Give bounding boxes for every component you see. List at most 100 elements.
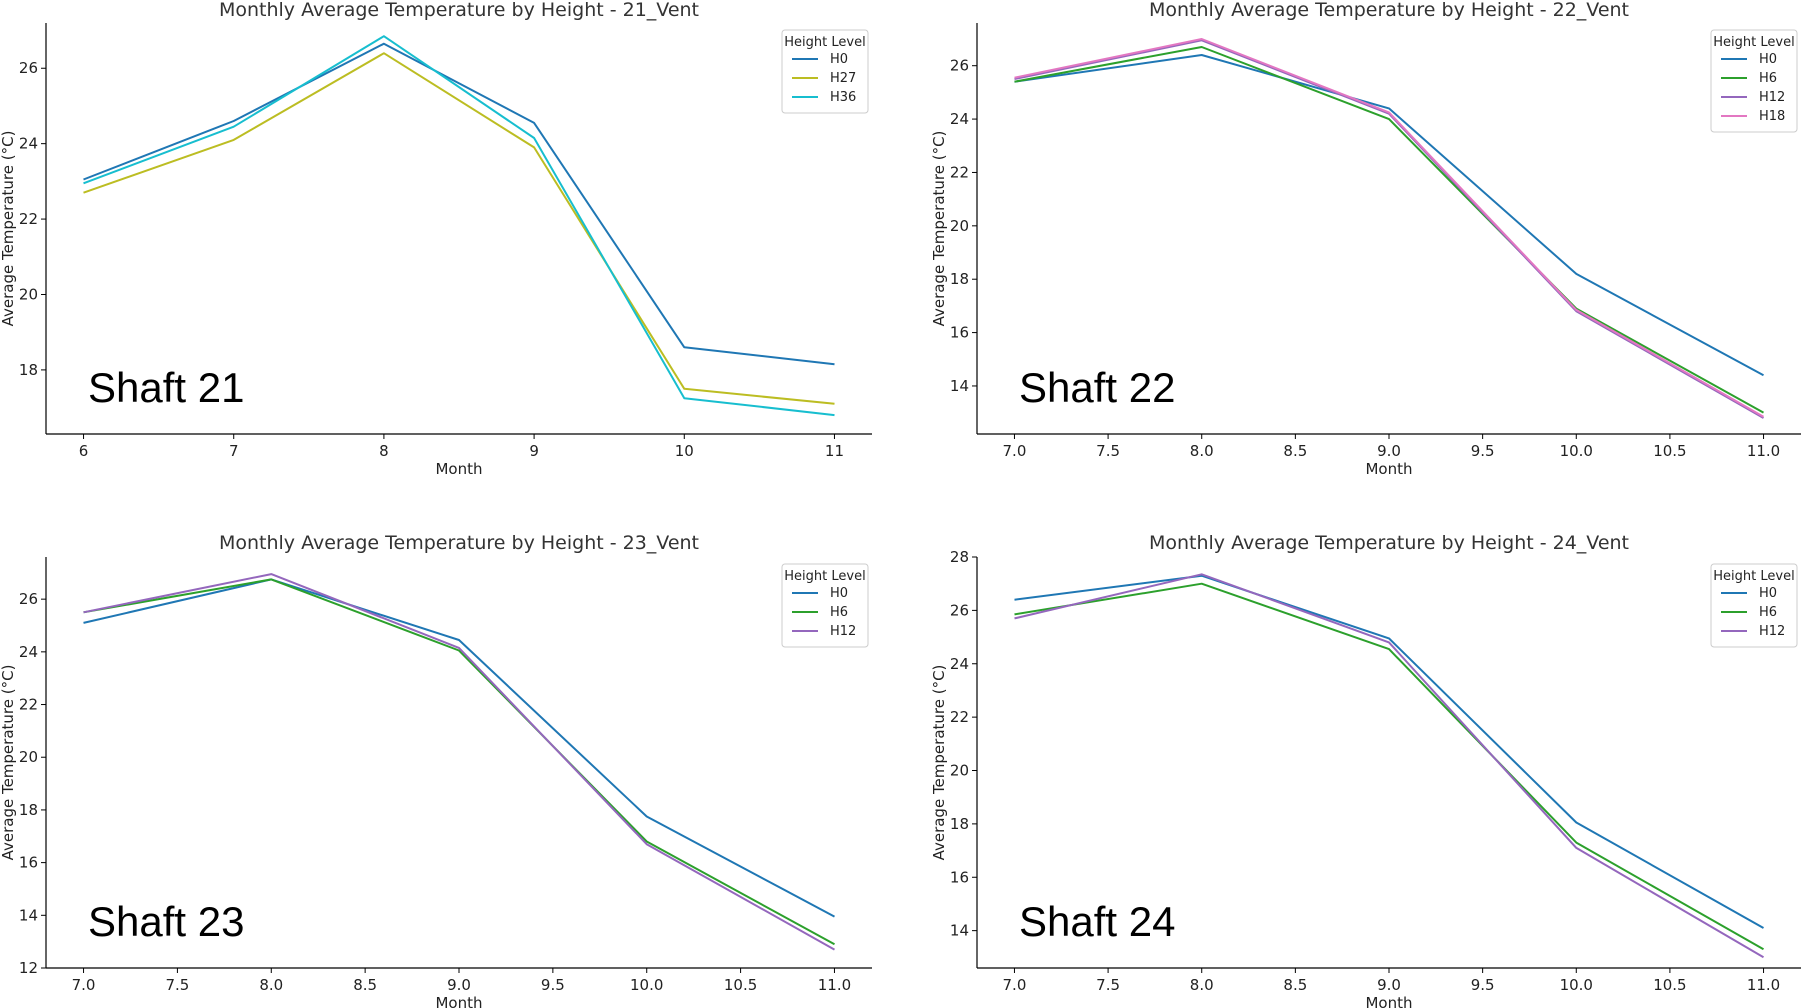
x-tick-label: 9 <box>529 442 539 460</box>
chart-title: Monthly Average Temperature by Height - … <box>1149 0 1629 21</box>
x-tick-label: 10.0 <box>1560 976 1593 994</box>
y-axis-label: Average Temperature (°C) <box>0 665 17 861</box>
y-tick-label: 24 <box>19 135 38 153</box>
y-tick-label: 24 <box>19 643 38 661</box>
x-tick-label: 11 <box>825 442 844 460</box>
x-tick-label: 8.5 <box>1283 976 1307 994</box>
series-line-h36 <box>83 35 835 417</box>
legend-title: Height Level <box>1713 569 1794 584</box>
y-tick-label: 22 <box>950 163 969 181</box>
x-tick-label: 10 <box>675 442 694 460</box>
series-line-h6 <box>83 578 835 946</box>
x-tick-label: 7.0 <box>72 976 96 994</box>
y-tick-label: 18 <box>19 801 38 819</box>
y-tick-label: 24 <box>950 110 969 128</box>
series-line-h0 <box>83 42 835 366</box>
y-tick-label: 12 <box>19 959 38 977</box>
legend-title: Height Level <box>1713 35 1794 50</box>
legend-entry-h12: H12 <box>830 624 856 639</box>
x-tick-label: 6 <box>79 442 89 460</box>
x-tick-label: 7.0 <box>1003 976 1027 994</box>
y-tick-label: 20 <box>19 285 38 303</box>
x-axis-label: Month <box>1365 460 1412 478</box>
y-tick-label: 18 <box>19 361 38 379</box>
series-line-h6 <box>1014 582 1764 951</box>
x-tick-label: 8.5 <box>353 976 377 994</box>
series-line-h18 <box>1014 38 1764 418</box>
x-tick-label: 8.0 <box>1190 442 1214 460</box>
y-tick-label: 26 <box>19 590 38 608</box>
x-tick-label: 9.5 <box>1471 976 1495 994</box>
x-tick-label: 9.0 <box>447 976 471 994</box>
legend-entry-h0: H0 <box>830 586 848 601</box>
legend-entry-h12: H12 <box>1759 624 1785 639</box>
x-tick-label: 7.5 <box>165 976 189 994</box>
y-tick-label: 26 <box>19 59 38 77</box>
legend-title: Height Level <box>784 35 865 50</box>
chart-title: Monthly Average Temperature by Height - … <box>219 532 699 554</box>
legend-box <box>781 29 869 114</box>
y-tick-label: 22 <box>950 708 969 726</box>
y-tick-label: 18 <box>950 270 969 288</box>
y-axis-label: Average Temperature (°C) <box>0 131 17 327</box>
series-line-h0 <box>1014 574 1764 929</box>
shaft-annotation: Shaft 24 <box>1019 898 1175 945</box>
y-tick-label: 16 <box>950 324 969 342</box>
y-tick-label: 28 <box>950 548 969 566</box>
x-tick-label: 7.5 <box>1096 976 1120 994</box>
series-line-h12 <box>1014 573 1765 959</box>
y-tick-label: 16 <box>19 854 38 872</box>
x-tick-label: 7.5 <box>1096 442 1120 460</box>
y-axis-label: Average Temperature (°C) <box>930 665 948 861</box>
legend-entry-h6: H6 <box>830 605 848 620</box>
legend-title: Height Level <box>784 569 865 584</box>
x-tick-label: 8.0 <box>1190 976 1214 994</box>
x-tick-label: 9.0 <box>1377 976 1401 994</box>
y-tick-label: 24 <box>950 655 969 673</box>
legend-entry-h12: H12 <box>1759 90 1785 105</box>
legend-entry-h6: H6 <box>1759 605 1777 620</box>
legend-entry-h0: H0 <box>830 52 848 67</box>
x-tick-label: 7.0 <box>1003 442 1027 460</box>
series-line-h12 <box>83 573 835 951</box>
legend-entry-h18: H18 <box>1759 109 1785 124</box>
y-tick-label: 20 <box>950 217 969 235</box>
legend-entry-h27: H27 <box>830 71 856 86</box>
y-tick-label: 18 <box>950 815 969 833</box>
series-line-h6 <box>1014 46 1764 414</box>
x-axis-label: Month <box>435 460 482 478</box>
y-tick-label: 20 <box>950 762 969 780</box>
shaft-annotation: Shaft 23 <box>88 898 244 945</box>
x-tick-label: 8.0 <box>259 976 283 994</box>
y-tick-label: 16 <box>950 868 969 886</box>
x-tick-label: 10.0 <box>630 976 663 994</box>
x-tick-label: 10.5 <box>1653 976 1686 994</box>
y-tick-label: 14 <box>950 377 969 395</box>
y-tick-label: 14 <box>950 922 969 940</box>
chart-title: Monthly Average Temperature by Height - … <box>1149 532 1629 554</box>
legend-entry-h0: H0 <box>1759 586 1777 601</box>
legend-entry-h6: H6 <box>1759 71 1777 86</box>
series-line-h0 <box>83 578 835 918</box>
x-tick-label: 9.0 <box>1377 442 1401 460</box>
legend-box <box>1710 29 1798 133</box>
y-tick-label: 22 <box>19 210 38 228</box>
chart-title: Monthly Average Temperature by Height - … <box>219 0 699 21</box>
series-line-h27 <box>83 52 835 405</box>
shaft-annotation: Shaft 21 <box>88 364 244 411</box>
shaft-annotation: Shaft 22 <box>1019 364 1175 411</box>
y-tick-label: 14 <box>19 906 38 924</box>
x-tick-label: 10.5 <box>724 976 757 994</box>
y-tick-label: 26 <box>950 57 969 75</box>
x-tick-label: 9.5 <box>541 976 565 994</box>
x-axis-label: Month <box>435 994 482 1008</box>
x-tick-label: 11.0 <box>818 976 851 994</box>
legend-entry-h36: H36 <box>830 90 856 105</box>
x-tick-label: 9.5 <box>1471 442 1495 460</box>
y-tick-label: 20 <box>19 748 38 766</box>
series-line-h0 <box>1014 54 1764 377</box>
